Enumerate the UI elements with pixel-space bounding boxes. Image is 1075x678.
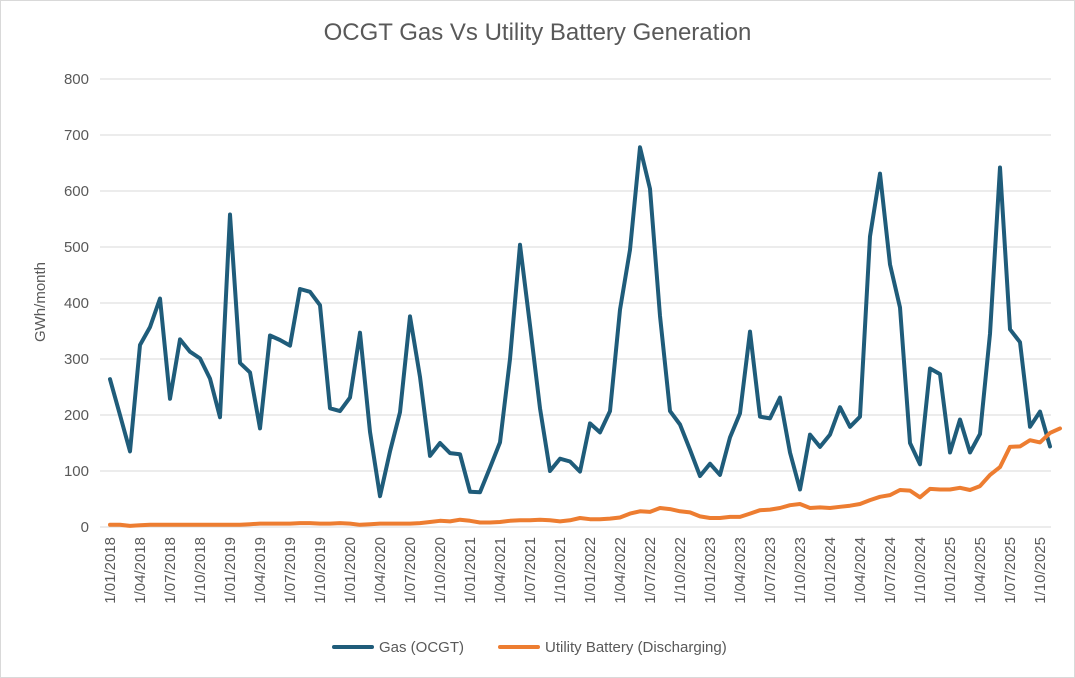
legend: Gas (OCGT) Utility Battery (Discharging)	[332, 639, 727, 656]
x-tick-label: 1/01/2021	[462, 537, 479, 604]
x-tick-label: 1/01/2024	[822, 537, 839, 604]
x-tick-label: 1/04/2021	[492, 537, 509, 604]
x-tick-label: 1/07/2019	[282, 537, 299, 604]
x-tick-label: 1/10/2024	[912, 537, 929, 604]
x-tick-label: 1/07/2021	[522, 537, 539, 604]
x-tick-label: 1/01/2019	[222, 537, 239, 604]
y-tick-label: 200	[64, 407, 89, 424]
y-axis-label: GWh/month	[32, 262, 49, 342]
x-tick-label: 1/01/2023	[702, 537, 719, 604]
x-tick-label: 1/01/2022	[582, 537, 599, 604]
x-tick-label: 1/04/2025	[972, 537, 989, 604]
x-tick-label: 1/07/2024	[882, 537, 899, 604]
x-tick-label: 1/07/2020	[402, 537, 419, 604]
gridlines	[100, 78, 1051, 528]
y-tick-label: 400	[64, 295, 89, 312]
x-tick-label: 1/04/2023	[732, 537, 749, 604]
x-tick-label: 1/10/2021	[552, 537, 569, 604]
chart-title: OCGT Gas Vs Utility Battery Generation	[323, 19, 752, 46]
legend-label: Gas (OCGT)	[379, 639, 464, 656]
x-tick-label: 1/04/2022	[612, 537, 629, 604]
y-tick-label: 700	[64, 127, 89, 144]
x-tick-label: 1/04/2019	[252, 537, 269, 604]
x-tick-label: 1/07/2025	[1002, 537, 1019, 604]
x-tick-label: 1/01/2018	[102, 537, 119, 604]
x-tick-label: 1/01/2025	[942, 537, 959, 604]
y-tick-label: 100	[64, 463, 89, 480]
y-tick-label: 500	[64, 239, 89, 256]
x-tick-label: 1/10/2023	[792, 537, 809, 604]
x-tick-label: 1/07/2023	[762, 537, 779, 604]
y-tick-label: 300	[64, 351, 89, 368]
x-tick-label: 1/04/2024	[852, 537, 869, 604]
y-tick-label: 800	[64, 71, 89, 88]
series-line-utility-battery	[108, 426, 1062, 528]
x-tick-label: 1/10/2025	[1032, 537, 1049, 604]
x-tick-label: 1/10/2020	[432, 537, 449, 604]
x-tick-label: 1/07/2022	[642, 537, 659, 604]
x-tick-label: 1/10/2022	[672, 537, 689, 604]
series-lines	[108, 145, 1062, 528]
x-tick-label: 1/07/2018	[162, 537, 179, 604]
y-tick-label: 0	[81, 519, 89, 536]
x-tick-label: 1/10/2019	[312, 537, 329, 604]
y-axis-ticks: 0 100 200 300 400 500 600 700 800	[64, 71, 89, 536]
x-tick-label: 1/01/2020	[342, 537, 359, 604]
x-tick-label: 1/04/2020	[372, 537, 389, 604]
y-tick-label: 600	[64, 183, 89, 200]
x-tick-label: 1/10/2018	[192, 537, 209, 604]
legend-label: Utility Battery (Discharging)	[545, 639, 727, 656]
x-tick-label: 1/04/2018	[132, 537, 149, 604]
x-axis-ticks: 1/01/2018 1/04/2018 1/07/2018 1/10/2018 1/01…	[102, 537, 1049, 604]
series-line-gas-ocgt	[108, 145, 1052, 499]
